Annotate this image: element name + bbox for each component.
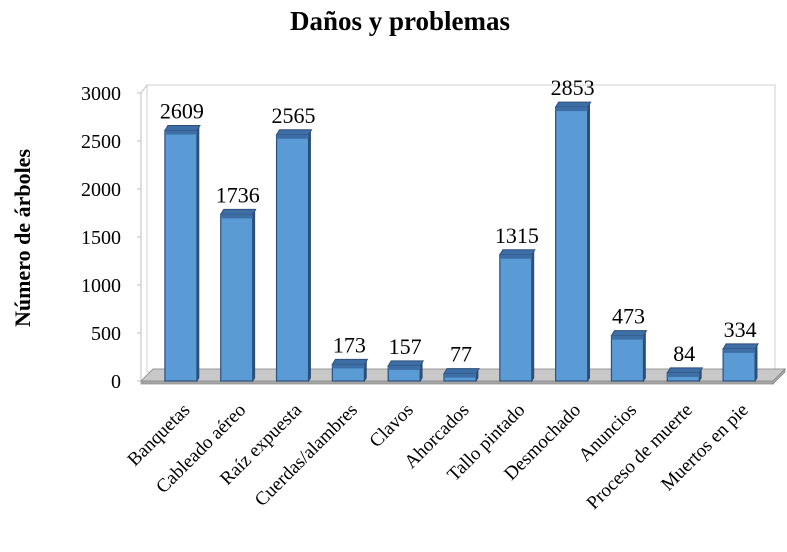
- bar: [555, 106, 589, 382]
- x-category-label: Clavos: [366, 400, 418, 452]
- data-label: 473: [612, 304, 645, 329]
- bar-top-band: [611, 335, 644, 340]
- bar-top: [219, 208, 257, 215]
- bar-top-band: [555, 107, 588, 112]
- data-label: 77: [450, 342, 472, 367]
- plot-area: 0500100015002000250030002609Banquetas173…: [81, 75, 787, 514]
- y-tick-label: 500: [91, 323, 121, 345]
- data-label: 2565: [272, 103, 316, 128]
- bar-top-band: [667, 372, 700, 377]
- bar: [499, 254, 533, 382]
- bar-side: [754, 344, 758, 383]
- bar: [275, 134, 310, 382]
- data-label: 334: [724, 317, 757, 342]
- bar: [220, 213, 254, 382]
- y-tick-label: 3000: [81, 83, 121, 105]
- x-category-label: Cuerdas/alambres: [251, 400, 362, 511]
- bar: [722, 348, 756, 382]
- bar-top: [387, 360, 425, 367]
- bar-side: [308, 130, 311, 383]
- bar-top-band: [388, 365, 421, 370]
- bar-top-band: [723, 348, 756, 353]
- bar-top-band: [332, 364, 365, 369]
- bar: [164, 129, 198, 382]
- bar-top-band: [164, 130, 197, 135]
- y-tick-label: 1000: [81, 275, 121, 297]
- data-label: 1736: [216, 182, 260, 207]
- bar-top: [275, 129, 313, 136]
- bar-side: [643, 331, 646, 383]
- bar-side: [196, 126, 200, 383]
- bar-top: [722, 343, 759, 350]
- bar-top-band: [276, 134, 309, 139]
- data-label: 2609: [160, 99, 204, 124]
- bar-side: [531, 250, 535, 383]
- bar-top: [498, 249, 536, 256]
- bar-top-band: [220, 214, 253, 219]
- data-label: 84: [673, 341, 695, 366]
- bar: [610, 334, 645, 382]
- y-tick-label: 1500: [81, 227, 121, 249]
- y-tick-label: 0: [111, 371, 121, 393]
- bar-top-band: [499, 254, 532, 259]
- bar-side: [252, 210, 256, 383]
- y-tick-label: 2000: [81, 179, 121, 201]
- chart-title: Daños y problemas: [290, 6, 510, 36]
- bar-top: [164, 125, 201, 132]
- bar-top: [666, 367, 704, 374]
- bar-top: [610, 330, 648, 337]
- data-label: 157: [389, 334, 422, 359]
- bar-top: [331, 358, 369, 365]
- data-label: 1315: [495, 223, 539, 248]
- y-axis-label: Número de árboles: [10, 149, 35, 327]
- side-wall-top-edge: [140, 84, 148, 94]
- bar-top-band: [444, 373, 476, 378]
- y-tick-label: 2500: [81, 131, 121, 153]
- bar-top: [554, 101, 592, 108]
- data-label: 2853: [551, 75, 595, 100]
- floor-side: [772, 368, 786, 385]
- bar-side: [587, 102, 591, 383]
- data-label: 173: [333, 332, 366, 357]
- bar-top: [443, 368, 480, 375]
